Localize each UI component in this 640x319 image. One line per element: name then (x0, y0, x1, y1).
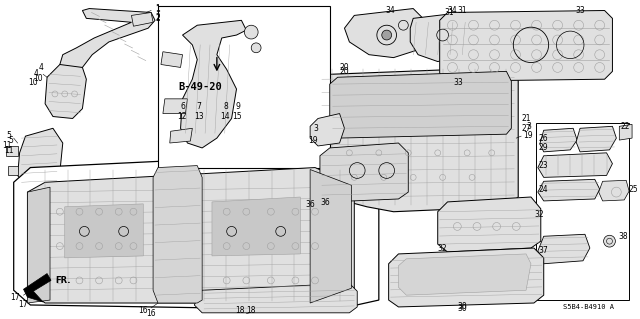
Polygon shape (310, 169, 351, 303)
Text: 10: 10 (33, 74, 43, 83)
Text: 34: 34 (386, 6, 396, 15)
Polygon shape (399, 254, 531, 295)
Polygon shape (131, 12, 153, 26)
Polygon shape (344, 9, 428, 58)
Text: 37: 37 (539, 247, 548, 256)
Text: 36: 36 (305, 200, 315, 209)
Text: 29: 29 (539, 144, 548, 152)
Text: S5B4-B4910 A: S5B4-B4910 A (563, 304, 614, 310)
Text: 16: 16 (147, 309, 156, 318)
Polygon shape (18, 128, 63, 189)
Text: 16: 16 (138, 306, 148, 315)
Text: 12: 12 (177, 112, 186, 121)
Polygon shape (388, 248, 544, 307)
Text: 17: 17 (10, 293, 20, 302)
Bar (158, 6, 330, 167)
Polygon shape (45, 64, 86, 118)
Polygon shape (440, 11, 612, 81)
Text: 18: 18 (235, 306, 244, 315)
Text: 5: 5 (9, 136, 13, 145)
Text: 31: 31 (445, 8, 454, 17)
Text: 25: 25 (628, 185, 638, 194)
Polygon shape (598, 180, 629, 201)
Text: 32: 32 (534, 210, 543, 219)
Circle shape (244, 25, 258, 39)
Polygon shape (6, 146, 18, 156)
Text: 4: 4 (38, 63, 43, 72)
Polygon shape (538, 153, 612, 177)
Polygon shape (318, 67, 518, 212)
Text: 17: 17 (18, 300, 28, 309)
Text: 23: 23 (539, 161, 548, 170)
Polygon shape (163, 99, 188, 114)
Polygon shape (153, 166, 202, 303)
Text: 3: 3 (313, 124, 318, 133)
Polygon shape (310, 114, 344, 146)
Polygon shape (180, 20, 246, 148)
Bar (536, 123, 629, 300)
Text: 1: 1 (156, 4, 161, 13)
Polygon shape (13, 153, 379, 310)
Text: 30: 30 (458, 304, 467, 313)
Text: 1: 1 (155, 5, 160, 14)
Text: B-49-20: B-49-20 (179, 82, 222, 92)
Text: 6: 6 (180, 102, 185, 111)
Polygon shape (8, 166, 18, 175)
Polygon shape (212, 197, 300, 256)
Text: 19: 19 (308, 136, 318, 145)
Circle shape (604, 235, 616, 247)
Polygon shape (438, 197, 541, 252)
Polygon shape (28, 167, 355, 303)
Text: FR.: FR. (55, 276, 70, 285)
Text: 31: 31 (458, 6, 467, 15)
Text: 3: 3 (526, 122, 531, 131)
Text: 18: 18 (246, 306, 256, 315)
Text: 11: 11 (2, 141, 12, 151)
Polygon shape (538, 234, 590, 264)
Polygon shape (320, 143, 408, 202)
Circle shape (252, 43, 261, 53)
Text: 10: 10 (29, 78, 38, 87)
Polygon shape (538, 179, 600, 201)
Text: 34: 34 (447, 6, 458, 15)
Text: 22: 22 (620, 122, 630, 131)
Text: 33: 33 (453, 78, 463, 87)
Polygon shape (60, 9, 155, 71)
Text: 36: 36 (320, 198, 330, 207)
Text: 24: 24 (539, 185, 548, 194)
Text: 21: 21 (522, 114, 531, 123)
Text: 8: 8 (223, 102, 228, 111)
Text: 20: 20 (340, 67, 349, 76)
Text: 38: 38 (618, 232, 628, 241)
Text: 30: 30 (458, 302, 467, 311)
Text: 14: 14 (220, 112, 230, 121)
Text: 27: 27 (522, 124, 531, 133)
Text: 19: 19 (523, 131, 532, 140)
Polygon shape (24, 274, 51, 302)
Text: 11: 11 (4, 146, 13, 155)
Text: 15: 15 (233, 112, 243, 121)
Polygon shape (170, 128, 193, 143)
Text: 33: 33 (575, 6, 585, 15)
Polygon shape (576, 126, 616, 152)
Text: 32: 32 (438, 243, 447, 253)
Polygon shape (65, 204, 143, 258)
Text: 20: 20 (340, 63, 349, 72)
Polygon shape (540, 128, 577, 152)
Polygon shape (28, 187, 50, 303)
Text: 2: 2 (156, 13, 161, 22)
Text: 13: 13 (195, 112, 204, 121)
Polygon shape (330, 71, 511, 138)
Text: 9: 9 (235, 102, 240, 111)
Polygon shape (161, 52, 182, 67)
Polygon shape (195, 283, 357, 313)
Text: 2: 2 (155, 14, 160, 23)
Polygon shape (410, 12, 472, 62)
Text: 5: 5 (7, 131, 12, 140)
Text: 7: 7 (196, 102, 202, 111)
Text: 26: 26 (539, 134, 548, 143)
Polygon shape (620, 124, 632, 140)
Circle shape (382, 30, 392, 40)
Text: 4: 4 (33, 69, 38, 78)
